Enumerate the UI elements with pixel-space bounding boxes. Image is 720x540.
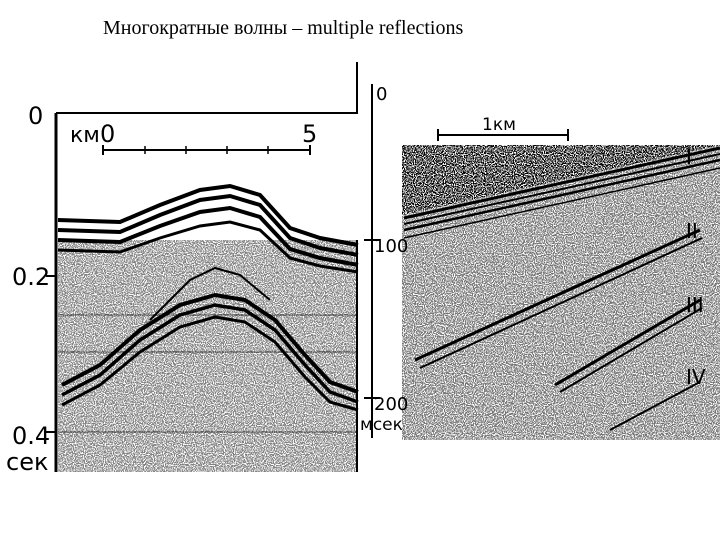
right-seismic-section: 1км 0 100 200 мсек I II III IV bbox=[360, 84, 720, 440]
left-seismic-section: км 0 5 0 0.2 0.4 сек bbox=[6, 62, 359, 476]
distance-end-label: 5 bbox=[302, 120, 317, 148]
primary-reflection bbox=[57, 183, 359, 274]
distance-start-label: 0 bbox=[100, 120, 115, 148]
right-time-tick-200: 200 bbox=[374, 394, 408, 415]
left-horizontal-lines bbox=[58, 314, 356, 433]
right-time-axis: 0 100 200 мсек bbox=[360, 84, 408, 435]
reflector-label-III: III bbox=[686, 293, 704, 317]
left-time-unit: сек bbox=[6, 448, 48, 476]
distance-unit-label: км bbox=[70, 123, 100, 148]
right-time-tick-100: 100 bbox=[374, 236, 408, 257]
left-time-axis: 0 0.2 0.4 сек bbox=[6, 102, 56, 476]
reflector-label-I: I bbox=[686, 145, 692, 169]
right-time-unit: мсек bbox=[360, 415, 403, 435]
right-reflectors bbox=[403, 146, 720, 431]
left-noise-area bbox=[58, 240, 356, 472]
right-scale-bar: 1км bbox=[437, 115, 569, 141]
left-time-tick-0: 0 bbox=[28, 102, 43, 130]
distance-scale: км 0 5 bbox=[70, 120, 317, 155]
right-time-tick-0: 0 bbox=[376, 84, 387, 105]
reflector-labels: I II III IV bbox=[686, 145, 706, 389]
reflector-label-II: II bbox=[686, 219, 698, 243]
left-time-tick-0.4: 0.4 bbox=[12, 422, 50, 450]
reflector-label-IV: IV bbox=[686, 365, 706, 389]
right-scale-label: 1км bbox=[482, 115, 516, 135]
slide-title: Многократные волны – multiple reflection… bbox=[103, 17, 464, 39]
multiple-reflection bbox=[61, 266, 359, 412]
left-time-tick-0.2: 0.2 bbox=[12, 263, 50, 291]
